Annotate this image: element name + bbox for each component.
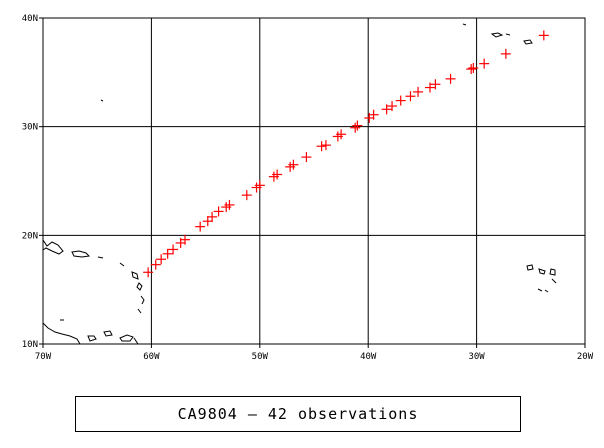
lon-tick-label: 40W — [360, 352, 377, 362]
azores-coast — [523, 39, 533, 45]
gridlines — [43, 18, 585, 344]
observation-marker — [202, 216, 213, 227]
observation-marker — [207, 211, 218, 222]
observation-marker — [320, 140, 331, 151]
observation-marker — [430, 79, 441, 90]
observation-marker — [168, 244, 179, 255]
observation-marker — [143, 267, 154, 278]
lon-tick-label: 70W — [35, 352, 52, 362]
lon-tick-label: 20W — [577, 352, 594, 362]
observation-marker — [150, 259, 161, 270]
observation-marker — [272, 169, 283, 180]
lat-tick-label: 20N — [22, 231, 38, 241]
canary-coast — [526, 264, 534, 271]
azores-coast — [490, 32, 504, 38]
lat-tick-label: 10N — [22, 340, 38, 350]
observation-marker — [288, 159, 299, 170]
lon-tick-label: 60W — [143, 352, 160, 362]
antilles-coast — [140, 295, 145, 305]
hispaniola-coast — [42, 239, 64, 255]
observation-marker — [316, 141, 327, 152]
puerto-rico-coast — [71, 250, 91, 258]
island-coast — [133, 337, 139, 345]
trinidad-coast — [87, 335, 97, 342]
observation-marker — [352, 120, 363, 131]
canary-coast — [538, 268, 546, 275]
observation-marker — [466, 64, 477, 75]
observation-marker — [405, 91, 416, 102]
azores-coast — [505, 33, 511, 36]
observation-marker — [254, 180, 265, 191]
observation-marker — [195, 221, 206, 232]
lat-tick-label: 30N — [22, 123, 38, 133]
observation-marker — [395, 95, 406, 106]
observation-markers — [143, 30, 549, 278]
coastline-layer — [42, 23, 557, 345]
caption-text: CA9804 – 42 observations — [177, 405, 419, 423]
map-frame — [42, 17, 586, 345]
observation-marker — [162, 248, 173, 259]
observation-marker — [445, 73, 456, 84]
lon-tick-label: 50W — [252, 352, 269, 362]
observation-marker — [213, 206, 224, 217]
canary-coast — [537, 288, 543, 292]
antilles-coast — [137, 308, 142, 314]
observation-marker — [500, 48, 511, 59]
observation-marker — [336, 129, 347, 140]
island-coast — [97, 256, 104, 259]
observation-marker — [479, 58, 490, 69]
observation-marker — [350, 122, 361, 133]
island-coast — [119, 334, 134, 342]
observation-marker — [368, 109, 379, 120]
observation-marker — [424, 82, 435, 93]
antilles-coast — [131, 271, 139, 280]
observation-marker — [301, 152, 312, 163]
observation-marker — [413, 86, 424, 97]
lat-tick-label: 40N — [22, 14, 38, 24]
observation-marker — [381, 104, 392, 115]
island-coast — [119, 262, 125, 267]
lon-tick-label: 30W — [468, 352, 485, 362]
antilles-coast — [136, 282, 143, 291]
observation-marker — [224, 199, 235, 210]
bermuda-coast — [100, 99, 104, 102]
canary-coast — [544, 289, 549, 293]
axis-ticks — [39, 17, 586, 348]
observation-marker — [387, 101, 398, 112]
canary-coast — [551, 278, 557, 284]
tobago-coast — [103, 330, 113, 337]
axis-labels: 70W 60W 50W 40W 30W 20W 10N 20N 30N 40N — [22, 14, 594, 362]
observation-marker — [241, 190, 252, 201]
south-america-coast — [42, 322, 81, 345]
island-coast — [462, 23, 467, 26]
observation-marker — [180, 234, 191, 245]
observation-marker — [156, 254, 167, 265]
observation-marker — [538, 30, 549, 41]
caption-box: CA9804 – 42 observations — [75, 396, 521, 432]
canary-coast — [549, 268, 556, 276]
observation-marker — [468, 62, 479, 73]
